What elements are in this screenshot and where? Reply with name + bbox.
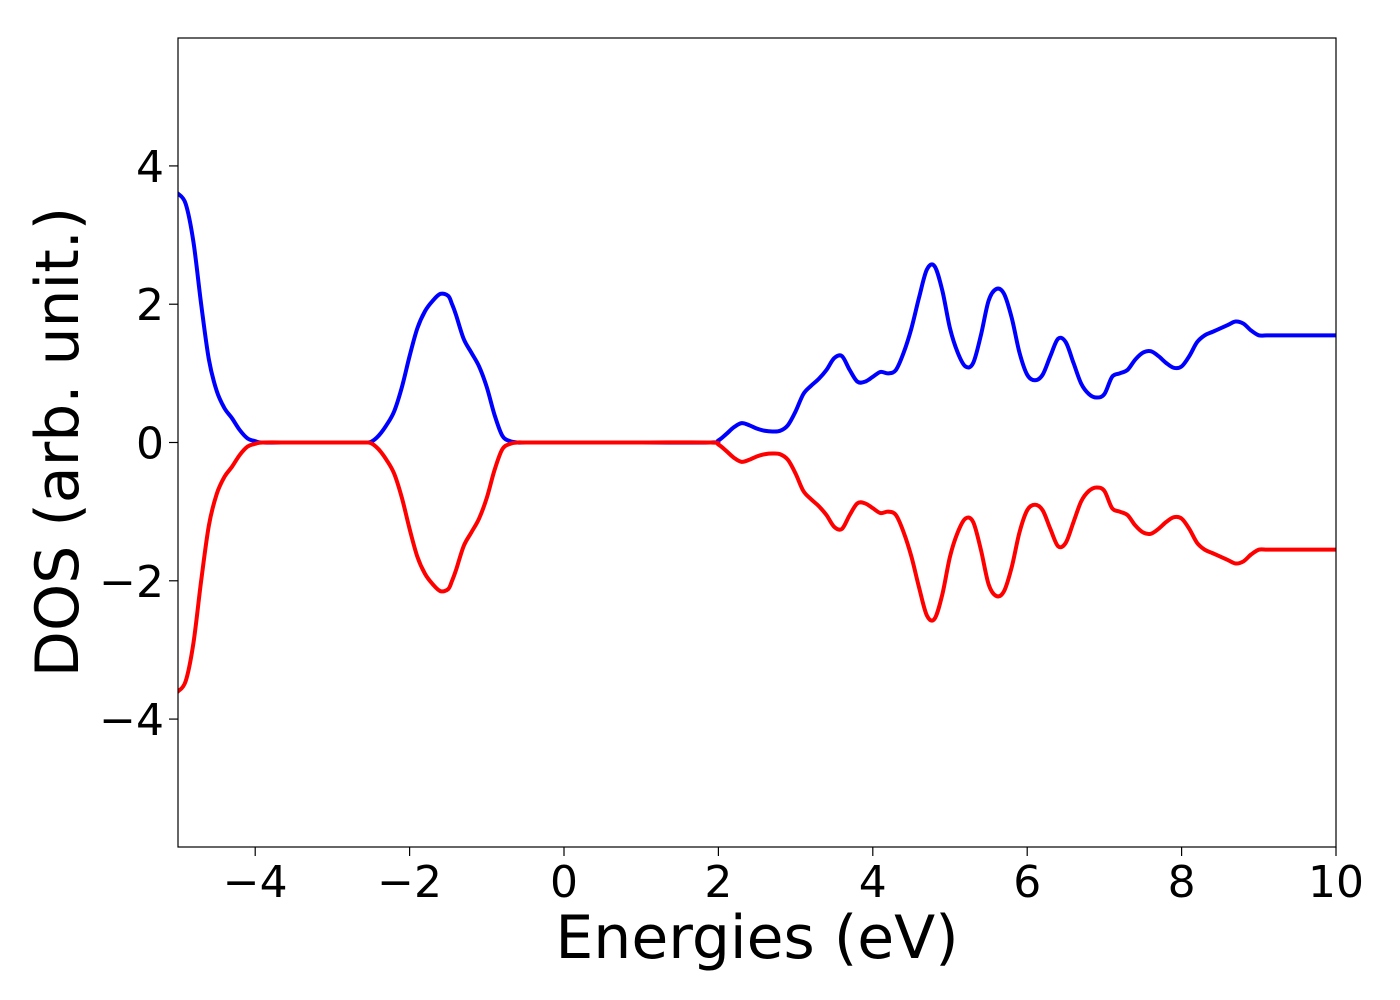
y-tick-label: −4 [99,695,164,746]
x-axis: −4 −2 0 2 4 6 8 10 [223,847,1364,908]
x-tick-label: 0 [550,857,578,908]
series-layer [178,191,1336,694]
y-axis: −4 −2 0 2 4 [99,142,178,746]
x-tick-label: 8 [1168,857,1196,908]
x-tick-label: 10 [1308,857,1364,908]
dos-spin-down-line [178,440,1336,694]
y-tick-label: −2 [99,557,164,608]
y-axis-title: DOS (arb. unit.) [23,207,93,677]
x-tick-label: 2 [704,857,732,908]
dos-spin-up-line [178,191,1336,445]
y-tick-label: 0 [136,419,164,470]
x-axis-title: Energies (eV) [555,903,958,973]
y-tick-label: 2 [136,280,164,331]
x-tick-label: −2 [377,857,442,908]
x-tick-label: −4 [223,857,288,908]
x-tick-label: 6 [1013,857,1041,908]
x-tick-label: 4 [859,857,887,908]
y-tick-label: 4 [136,142,164,193]
